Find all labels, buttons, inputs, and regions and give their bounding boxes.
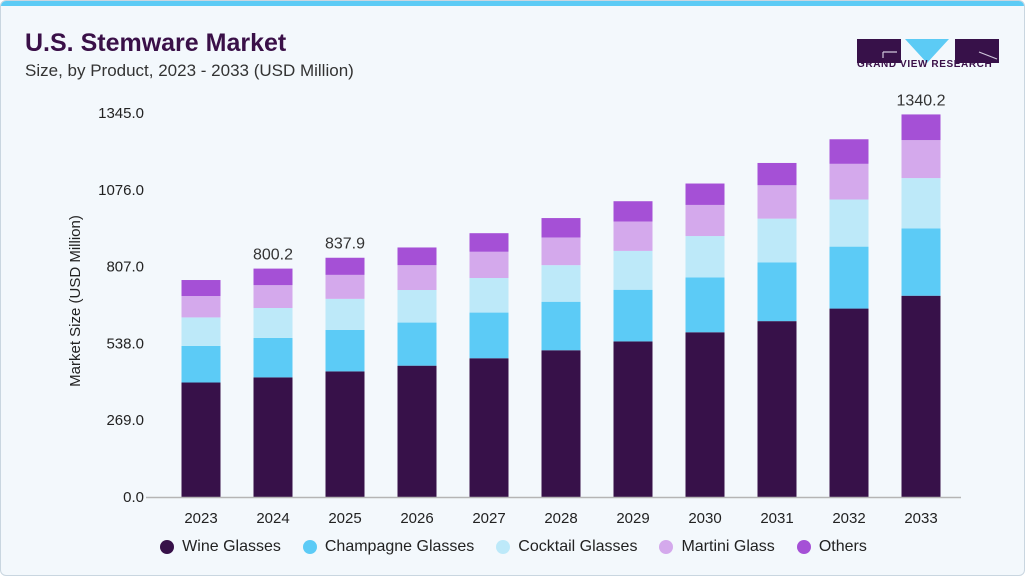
bar-segment-champagne-glasses: [253, 337, 293, 378]
bar-segment-wine-glasses: [181, 382, 221, 497]
x-tick-label: 2029: [616, 510, 649, 527]
bar-segment-champagne-glasses: [397, 322, 437, 366]
accent-bar: [1, 1, 1024, 6]
bar-segment-others: [325, 257, 365, 275]
legend-item: Others: [796, 538, 867, 556]
bar-segment-wine-glasses: [685, 332, 725, 497]
x-tick-label: 2028: [544, 510, 577, 527]
bar-segment-champagne-glasses: [901, 228, 941, 296]
legend-label: Others: [818, 538, 867, 555]
bar-segment-others: [181, 280, 221, 297]
grand-view-research-logo: [857, 39, 999, 63]
y-tick-label: 538.0: [106, 335, 144, 352]
bar-segment-cocktail-glasses: [181, 317, 221, 346]
x-tick-label: 2027: [472, 510, 505, 527]
bar-segment-others: [901, 114, 941, 141]
legend-item: Champagne Glasses: [302, 538, 475, 556]
legend-marker: [659, 540, 674, 554]
legend-marker: [302, 540, 317, 554]
bar-segment-martini-glass: [685, 204, 725, 237]
bar-segment-others: [829, 139, 869, 164]
bar-segment-champagne-glasses: [325, 329, 365, 372]
legend-marker: [496, 540, 511, 554]
bar-segment-others: [685, 183, 725, 205]
bar-segment-wine-glasses: [325, 371, 365, 497]
bar-segment-martini-glass: [469, 251, 509, 279]
legend-label: Martini Glass: [681, 538, 775, 555]
data-label: 800.2: [253, 247, 293, 264]
bar-segment-others: [613, 201, 653, 222]
legend-marker: [160, 540, 175, 554]
x-tick-label: 2033: [904, 510, 937, 527]
bar-segment-cocktail-glasses: [397, 290, 437, 323]
bar-segment-wine-glasses: [469, 358, 509, 497]
bar-segment-martini-glass: [181, 296, 221, 318]
bar-segment-cocktail-glasses: [541, 265, 581, 302]
bar-segment-martini-glass: [613, 221, 653, 251]
legend-item: Wine Glasses: [160, 538, 281, 556]
x-tick-label: 2023: [184, 510, 217, 527]
x-tick-label: 2025: [328, 510, 361, 527]
x-tick-label: 2030: [688, 510, 721, 527]
bar-segment-martini-glass: [901, 140, 941, 179]
bar-segment-martini-glass: [397, 265, 437, 291]
data-label: 1340.2: [897, 92, 946, 109]
bar-segment-martini-glass: [325, 274, 365, 299]
legend-label: Wine Glasses: [182, 538, 281, 555]
bar-segment-champagne-glasses: [613, 289, 653, 342]
bar-segment-martini-glass: [541, 237, 581, 266]
bar-segment-cocktail-glasses: [613, 250, 653, 290]
bar-segment-cocktail-glasses: [325, 298, 365, 330]
bar-segment-wine-glasses: [829, 308, 869, 497]
bar-segment-champagne-glasses: [685, 277, 725, 333]
x-tick-label: 2024: [256, 510, 289, 527]
bar-segment-martini-glass: [253, 285, 293, 308]
legend-marker: [796, 540, 811, 554]
data-label: 837.9: [325, 236, 365, 253]
x-tick-label: 2031: [760, 510, 793, 527]
bar-segment-champagne-glasses: [757, 262, 797, 322]
bar-segment-martini-glass: [757, 185, 797, 219]
y-axis-label: Market Size (USD Million): [67, 215, 84, 387]
legend-label: Cocktail Glasses: [518, 538, 638, 555]
legend: Wine Glasses Champagne Glasses Cocktail Gl…: [1, 538, 1024, 556]
bar-segment-wine-glasses: [397, 365, 437, 497]
x-tick-label: 2026: [400, 510, 433, 527]
bar-segment-cocktail-glasses: [253, 307, 293, 338]
x-tick-label: 2032: [832, 510, 865, 527]
bar-segment-others: [757, 162, 797, 186]
bar-segment-cocktail-glasses: [685, 236, 725, 278]
bar-segment-cocktail-glasses: [757, 218, 797, 263]
bar-segment-others: [469, 233, 509, 252]
bar-segment-wine-glasses: [901, 295, 941, 497]
bar-segment-wine-glasses: [253, 377, 293, 497]
y-tick-label: 269.0: [106, 412, 144, 429]
chart-title: U.S. Stemware Market: [25, 29, 287, 57]
bar-segment-champagne-glasses: [469, 312, 509, 359]
bar-segment-champagne-glasses: [829, 246, 869, 309]
logo-text: GRAND VIEW RESEARCH: [857, 59, 993, 70]
bar-segment-cocktail-glasses: [469, 278, 509, 313]
legend-label: Champagne Glasses: [324, 538, 475, 555]
chart-subtitle: Size, by Product, 2023 - 2033 (USD Milli…: [25, 61, 354, 80]
bar-segment-champagne-glasses: [541, 301, 581, 351]
bar-segment-cocktail-glasses: [901, 178, 941, 229]
bar-segment-champagne-glasses: [181, 345, 221, 383]
legend-item: Martini Glass: [659, 538, 775, 556]
bar-segment-wine-glasses: [757, 321, 797, 497]
y-tick-label: 1345.0: [98, 105, 144, 122]
y-tick-label: 807.0: [106, 259, 144, 276]
y-tick-label: 1076.0: [98, 182, 144, 199]
bar-segment-martini-glass: [829, 163, 869, 200]
legend-item: Cocktail Glasses: [496, 538, 637, 556]
bar-segment-cocktail-glasses: [829, 199, 869, 247]
bar-segment-wine-glasses: [541, 350, 581, 497]
y-tick-label: 0.0: [123, 489, 144, 506]
bar-segment-wine-glasses: [613, 341, 653, 497]
bar-segment-others: [253, 268, 293, 286]
bar-segment-others: [397, 247, 437, 266]
bar-segment-others: [541, 218, 581, 238]
